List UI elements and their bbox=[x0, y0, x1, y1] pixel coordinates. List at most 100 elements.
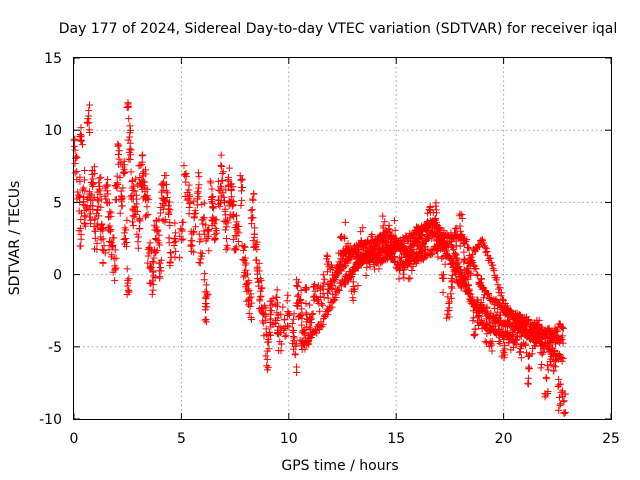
data-point-fill bbox=[103, 182, 111, 190]
data-point-fill bbox=[512, 336, 520, 344]
data-point-fill bbox=[273, 317, 281, 325]
data-point-fill bbox=[240, 273, 248, 281]
data-point-fill bbox=[244, 301, 252, 309]
data-point-fill bbox=[199, 220, 207, 228]
data-point-fill bbox=[102, 195, 110, 203]
x-tick-label: 10 bbox=[280, 431, 298, 447]
data-point-fill bbox=[222, 218, 230, 226]
x-tick-label: 15 bbox=[387, 431, 405, 447]
data-point-fill bbox=[428, 251, 436, 259]
data-point-fill bbox=[93, 206, 101, 214]
data-point-fill bbox=[220, 217, 228, 225]
data-point-fill bbox=[201, 230, 209, 238]
data-point-fill bbox=[125, 275, 133, 283]
data-point bbox=[298, 321, 306, 329]
data-point-fill bbox=[80, 176, 88, 184]
data-point-fill bbox=[146, 264, 154, 272]
data-point-fill bbox=[194, 195, 202, 203]
data-point-fill bbox=[218, 177, 226, 185]
data-point-fill bbox=[180, 162, 188, 170]
data-point-fill bbox=[416, 248, 424, 256]
data-point-fill bbox=[528, 350, 536, 358]
data-point-fill bbox=[324, 306, 332, 314]
data-point-fill bbox=[189, 228, 197, 236]
data-point-fill bbox=[485, 290, 493, 298]
data-point-fill bbox=[166, 248, 174, 256]
data-point-fill bbox=[207, 179, 215, 187]
data-point-fill bbox=[117, 159, 125, 167]
data-point-fill bbox=[130, 182, 138, 190]
data-point-fill bbox=[181, 171, 189, 179]
data-point-fill bbox=[320, 294, 328, 302]
y-axis-label: SDTVAR / TECUs bbox=[7, 181, 23, 296]
data-point-fill bbox=[107, 225, 115, 233]
data-point-fill bbox=[202, 300, 210, 308]
data-point-fill bbox=[71, 135, 79, 143]
plot-frame bbox=[73, 57, 612, 420]
data-point-fill bbox=[560, 397, 568, 405]
data-point bbox=[302, 299, 310, 307]
data-point-fill bbox=[222, 246, 230, 254]
data-point-fill bbox=[517, 320, 525, 328]
data-point-fill bbox=[482, 245, 490, 253]
data-point-fill bbox=[275, 330, 283, 338]
data-point-fill bbox=[90, 223, 98, 231]
data-point-fill bbox=[134, 244, 142, 252]
data-point-fill bbox=[275, 347, 283, 355]
data-point-fill bbox=[349, 296, 357, 304]
data-point-fill bbox=[179, 235, 187, 243]
data-point-fill bbox=[93, 210, 101, 218]
data-point-fill bbox=[194, 188, 202, 196]
data-point-fill bbox=[71, 160, 79, 168]
data-point-fill bbox=[490, 301, 498, 309]
data-point-fill bbox=[405, 275, 413, 283]
data-point-fill bbox=[391, 226, 399, 234]
data-point-fill bbox=[359, 224, 367, 232]
data-point-fill bbox=[448, 284, 456, 292]
data-point-fill bbox=[295, 291, 303, 299]
data-point-fill bbox=[105, 199, 113, 207]
data-point-fill bbox=[202, 237, 210, 245]
data-point-fill bbox=[128, 177, 136, 185]
data-point-fill bbox=[509, 331, 517, 339]
data-point-fill bbox=[384, 242, 392, 250]
data-point-fill bbox=[267, 315, 275, 323]
data-point-fill bbox=[256, 297, 264, 305]
y-tick-label: 15 bbox=[44, 51, 62, 67]
data-point bbox=[296, 297, 304, 305]
data-point-fill bbox=[319, 290, 327, 298]
data-point-fill bbox=[205, 247, 213, 255]
data-point-fill bbox=[283, 297, 291, 305]
data-point-fill bbox=[458, 269, 466, 277]
data-point-fill bbox=[186, 200, 194, 208]
data-point-fill bbox=[240, 242, 248, 250]
data-point-fill bbox=[281, 333, 289, 341]
data-point bbox=[223, 235, 231, 242]
data-point-fill bbox=[490, 267, 498, 275]
data-point-fill bbox=[80, 219, 88, 227]
data-point-fill bbox=[485, 343, 493, 351]
data-point-fill bbox=[249, 195, 257, 203]
data-point-fill bbox=[218, 162, 226, 170]
x-tick-label: 5 bbox=[177, 431, 186, 447]
data-point-fill bbox=[154, 226, 162, 234]
data-point-fill bbox=[524, 374, 532, 382]
data-point-fill bbox=[446, 255, 454, 263]
data-point-fill bbox=[142, 211, 150, 219]
data-point-fill bbox=[143, 185, 151, 193]
data-point bbox=[177, 236, 185, 244]
data-point-fill bbox=[73, 154, 81, 162]
data-point-fill bbox=[176, 254, 184, 262]
data-point-fill bbox=[112, 254, 120, 262]
data-point-fill bbox=[439, 274, 447, 282]
data-point-fill bbox=[91, 245, 99, 253]
data-point-fill bbox=[194, 169, 202, 177]
data-point-fill bbox=[158, 188, 166, 196]
data-point-fill bbox=[265, 345, 273, 353]
data-point-fill bbox=[328, 261, 336, 269]
data-point-fill bbox=[559, 339, 567, 347]
data-point-fill bbox=[81, 222, 89, 230]
data-point-fill bbox=[131, 207, 139, 215]
data-point-fill bbox=[222, 223, 230, 231]
data-point-fill bbox=[313, 297, 321, 305]
